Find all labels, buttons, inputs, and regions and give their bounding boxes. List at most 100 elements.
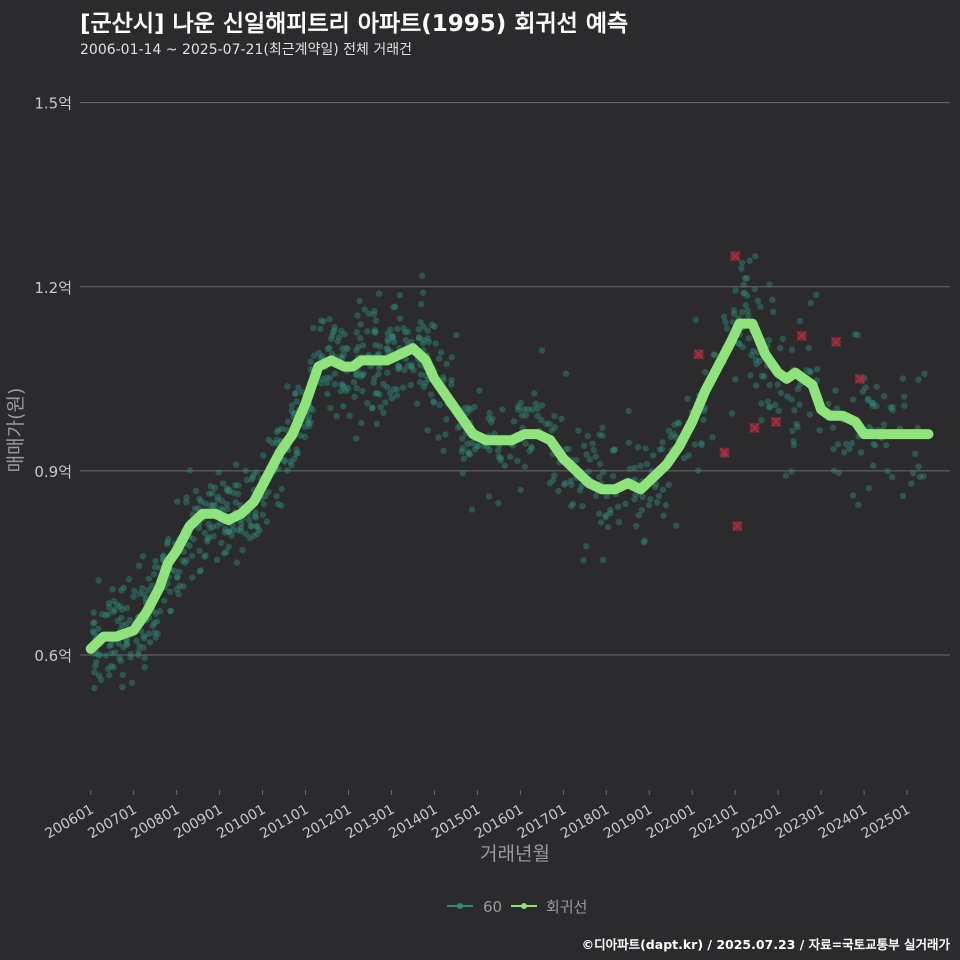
scatter-point [497,457,504,464]
scatter-point [467,406,474,413]
scatter-point [317,317,325,324]
scatter-point [784,393,791,400]
scatter-point [720,313,728,320]
scatter-point [209,501,217,509]
scatter-point [171,567,178,575]
scatter-point [622,500,629,508]
scatter-point [111,606,118,614]
scatter-point [793,420,800,428]
chart-title: [군산시] 나운 신일해피트리 아파트(1995) 회귀선 예측 [80,11,629,37]
scatter-point [146,639,154,646]
scatter-point [739,343,747,351]
scatter-point [196,495,203,503]
scatter-point [440,447,447,455]
scatter-point [675,420,683,427]
scatter-point [420,383,428,390]
scatter-point [673,522,680,529]
scatter-point [660,512,667,519]
scatter-point [369,404,376,412]
scatter-point [859,388,866,395]
scatter-point [95,625,102,632]
scatter-point [665,427,673,435]
scatter-point [329,329,337,336]
scatter-point [337,387,345,395]
scatter-point [806,411,814,418]
scatter-point [680,454,688,462]
regression-line [85,318,934,654]
scatter-point [659,439,666,446]
scatter-point [317,380,324,387]
scatter-point [752,382,760,389]
scatter-point [242,530,250,538]
scatter-point [422,379,429,387]
outlier-x-marker [749,422,760,433]
scatter-point [609,472,617,480]
scatter-point [592,492,600,500]
scatter-point [376,343,383,350]
scatter-point [135,562,143,570]
scatter-point [465,404,472,412]
scatter-point [225,543,232,551]
scatter-point [183,498,190,506]
scatter-point [133,637,140,644]
scatter-point [740,281,747,288]
scatter-point [326,374,334,382]
scatter-point [145,586,152,594]
scatter-point [558,415,565,422]
scatter-point [384,338,392,345]
scatter-point [341,330,348,338]
scatter-point [625,407,632,415]
scatter-point [698,440,705,447]
scatter-point [485,493,493,500]
scatter-point [665,481,672,488]
scatter-point [749,347,757,355]
scatter-point [140,644,147,651]
scatter-point [771,401,779,409]
scatter-point [864,397,872,404]
scatter-point [249,474,257,481]
scatter-point [181,559,189,566]
scatter-point [301,433,309,441]
scatter-point [408,361,415,369]
y-tick-label: 0.9억 [34,463,72,481]
scatter-point [592,453,600,460]
scatter-point [250,532,258,539]
scatter-point [430,398,437,405]
scatter-point [294,449,301,457]
scatter-point [584,432,592,440]
scatter-point [551,472,558,479]
regression-line-group [85,318,934,654]
scatter-point [218,539,225,547]
x-tick-label: 201301 [343,802,397,843]
scatter-point [848,440,856,447]
scatter-point [607,506,614,514]
scatter-point [237,524,244,532]
scatter-point [596,431,603,438]
scatter-point [599,432,606,439]
x-tick-label: 202401 [816,802,870,843]
scatter-point [418,272,426,279]
scatter-point [356,297,363,305]
scatter-point [350,378,358,386]
scatter-point [375,370,382,378]
scatter-point [395,363,402,370]
scatter-point [110,597,118,605]
scatter-point [263,518,271,525]
scatter-point [465,450,472,458]
scatter-point [278,502,285,509]
scatter-point [96,651,103,659]
scatter-point [769,296,776,303]
y-tick-label: 0.6억 [34,647,72,665]
scatter-point [307,358,314,365]
scatter-point [219,480,227,487]
scatter-point [116,603,124,610]
scatter-point [701,369,709,376]
scatter-point [136,642,143,650]
scatter-point [694,467,702,474]
scatter-point [90,629,98,637]
scatter-point [315,349,323,357]
scatter-point [730,307,738,314]
scatter-point [319,375,326,383]
scatter-point [354,343,362,351]
scatter-point [651,483,659,491]
